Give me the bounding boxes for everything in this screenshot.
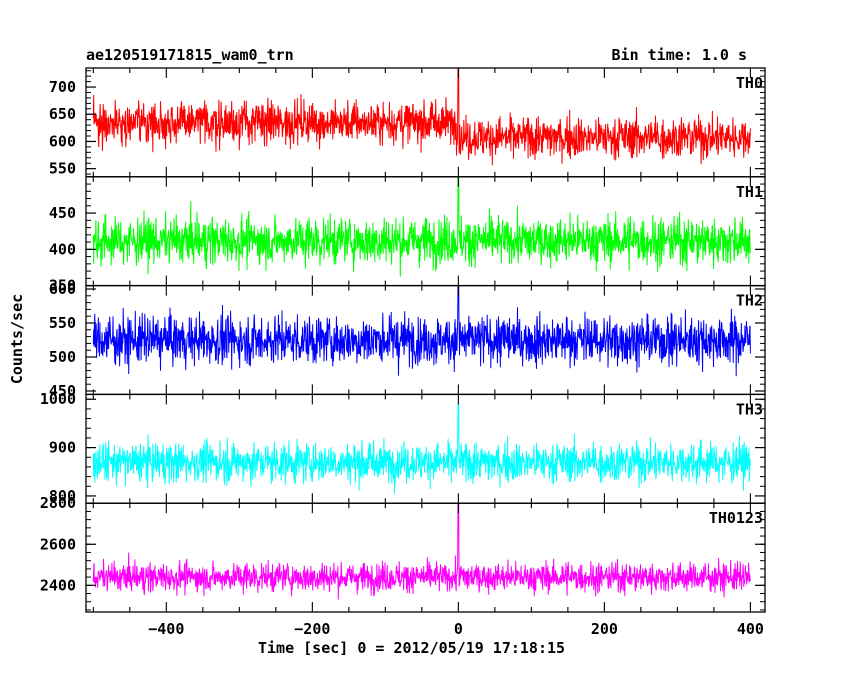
- panel-label-th2: TH2: [736, 292, 763, 310]
- y-tick-label: 2600: [40, 535, 76, 553]
- y-tick-label: 1000: [40, 390, 76, 408]
- x-tick-label: 400: [737, 620, 764, 638]
- x-tick-label: 200: [591, 620, 618, 638]
- y-tick-label: 2800: [40, 494, 76, 512]
- panel-label-th3: TH3: [736, 400, 763, 418]
- panel-label-th1: TH1: [736, 183, 763, 201]
- panel-frame-th3: [85, 393, 766, 504]
- y-tick-label: 600: [49, 132, 76, 150]
- panel-label-th0: TH0: [736, 74, 763, 92]
- x-axis-label: Time [sec] 0 = 2012/05/19 17:18:15: [258, 639, 566, 657]
- panel-label-th0123: TH0123: [709, 509, 763, 527]
- y-tick-label: 350: [49, 277, 76, 295]
- series-trace-th0: [92, 67, 751, 166]
- panel-frame-th0123: [85, 502, 766, 613]
- y-tick-label: 500: [49, 348, 76, 366]
- y-tick-label: 550: [49, 314, 76, 332]
- y-tick-label: 650: [49, 105, 76, 123]
- x-tick-label: 0: [454, 620, 463, 638]
- series-trace-th1: [92, 176, 751, 277]
- x-tick-label: −400: [148, 620, 184, 638]
- y-tick-label: 2400: [40, 576, 76, 594]
- series-trace-th3: [92, 403, 751, 494]
- x-tick-label: −200: [294, 620, 330, 638]
- y-tick-label: 700: [49, 78, 76, 96]
- bin-time-label: Bin time: 1.0 s: [611, 46, 747, 64]
- y-tick-label: 450: [49, 204, 76, 222]
- source-title: ae120519171815_wam0_trn: [86, 46, 294, 64]
- y-tick-label: 800: [49, 487, 76, 505]
- y-tick-label: 450: [49, 382, 76, 400]
- series-trace-th0123: [92, 502, 751, 600]
- y-tick-label: 400: [49, 240, 76, 258]
- y-tick-label: 900: [49, 439, 76, 457]
- y-tick-label: 550: [49, 160, 76, 178]
- series-trace-th2: [92, 285, 751, 377]
- y-tick-label: 600: [49, 280, 76, 298]
